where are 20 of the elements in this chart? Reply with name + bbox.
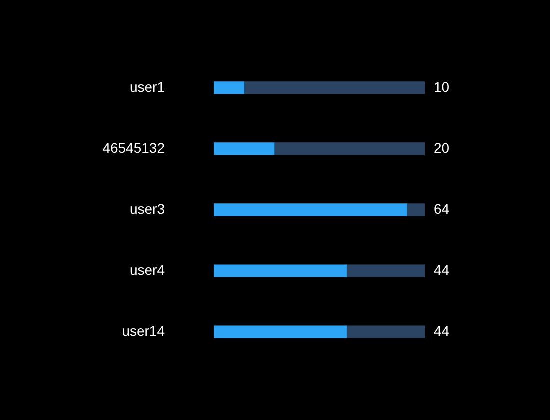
bar bbox=[214, 326, 347, 338]
bar bbox=[244, 82, 425, 94]
y-tick-label: user3 bbox=[130, 200, 166, 217]
bar bbox=[274, 142, 425, 156]
y-tick-label: user1 bbox=[130, 78, 166, 95]
y-tick-label: user4 bbox=[130, 262, 166, 278]
bar bbox=[346, 264, 425, 278]
y-tick-label: 46545132 bbox=[102, 140, 166, 156]
data-label: 44 bbox=[434, 322, 450, 339]
data-label: 44 bbox=[434, 262, 450, 278]
data-label: 10 bbox=[434, 78, 450, 95]
bar bbox=[214, 264, 347, 278]
y-tick-label: user14 bbox=[122, 322, 166, 339]
bar bbox=[346, 326, 425, 338]
data-label: 64 bbox=[434, 200, 450, 217]
bar bbox=[214, 204, 408, 216]
bar bbox=[214, 82, 244, 94]
bar bbox=[406, 204, 425, 216]
data-label: 20 bbox=[434, 140, 450, 156]
bar bbox=[214, 142, 275, 156]
